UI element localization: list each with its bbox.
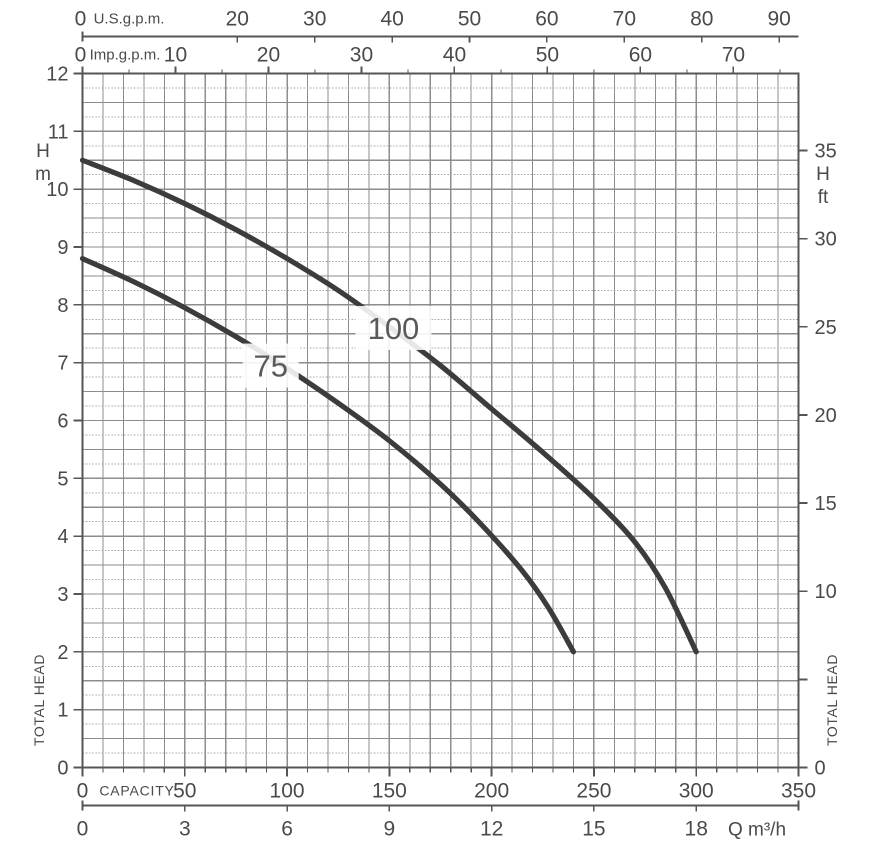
tick-label-us-30: 30 — [303, 8, 326, 31]
tick-label-right-10: 10 — [815, 581, 837, 603]
curve-label-backdrop-100 — [355, 305, 432, 350]
curve-100 — [79, 157, 699, 655]
tick-label-q-12: 12 — [480, 818, 503, 841]
tick-label-capacity-300: 300 — [679, 780, 714, 803]
tick-label-left-4: 4 — [57, 526, 68, 548]
right-axis-name-ft: ft — [818, 187, 829, 208]
tick-label-right-35: 35 — [815, 141, 837, 163]
tick-label-left-11: 11 — [48, 121, 69, 143]
tick-label-left-6: 6 — [57, 411, 68, 433]
tick-label-right-30: 30 — [815, 229, 837, 251]
axis-lines-and-ticks — [73, 31, 808, 812]
grid-dotted-lines — [82, 87, 799, 754]
tick-label-capacity-150: 150 — [372, 780, 407, 803]
tick-label-q-9: 9 — [384, 818, 396, 841]
tick-label-left-5: 5 — [57, 468, 68, 490]
tick-label-imp-50: 50 — [536, 44, 559, 67]
tick-label-right-20: 20 — [815, 405, 837, 427]
tick-label-capacity-0: 0 — [77, 780, 89, 803]
tick-label-us-70: 70 — [613, 8, 636, 31]
curve-label-100: 100 — [368, 311, 420, 346]
top-axis-us-name: U.S.g.p.m. — [94, 11, 165, 28]
tick-label-capacity-250: 250 — [576, 780, 611, 803]
tick-label-us-60: 60 — [535, 8, 558, 31]
tick-label-right-25: 25 — [815, 317, 837, 339]
tick-label-imp-30: 30 — [350, 44, 373, 67]
tick-label-left-10: 10 — [46, 179, 68, 201]
tick-label-us-20: 20 — [226, 8, 249, 31]
right-axis-total-head: TOTAL HEAD — [824, 654, 840, 746]
tick-label-us-90: 90 — [767, 8, 790, 31]
tick-label-capacity-350: 350 — [781, 780, 816, 803]
tick-label-imp-60: 60 — [629, 44, 652, 67]
curve-label-backdrop-75 — [242, 343, 299, 388]
tick-label-left-12: 12 — [46, 64, 68, 86]
grid-major-lines — [81, 72, 800, 769]
tick-label-left-0: 0 — [57, 758, 68, 780]
tick-label-capacity-50: 50 — [173, 780, 196, 803]
tick-label-left-2: 2 — [57, 642, 68, 664]
tick-label-imp-10: 10 — [164, 44, 187, 67]
tick-label-left-7: 7 — [57, 353, 68, 375]
bottom-axis-q-units: Q m³/h — [728, 820, 786, 841]
tick-label-us-80: 80 — [690, 8, 713, 31]
tick-label-us-40: 40 — [380, 8, 403, 31]
left-axis-name-m: m — [35, 164, 51, 185]
performance-curves — [79, 157, 699, 655]
tick-label-us-0: 0 — [75, 8, 87, 31]
right-axis-name-h: H — [816, 164, 830, 185]
left-axis-name-h: H — [36, 141, 50, 162]
tick-label-left-1: 1 — [57, 700, 68, 722]
tick-label-imp-0: 0 — [75, 44, 87, 67]
tick-label-us-50: 50 — [458, 8, 481, 31]
tick-label-q-3: 3 — [179, 818, 191, 841]
tick-label-right-0: 0 — [815, 758, 826, 780]
tick-label-capacity-100: 100 — [270, 780, 305, 803]
curve-labels: 100 75 — [242, 305, 432, 388]
tick-label-capacity-200: 200 — [474, 780, 509, 803]
tick-label-q-18: 18 — [685, 818, 708, 841]
bottom-axis-capacity-name: CAPACITY — [99, 783, 174, 799]
tick-label-q-15: 15 — [582, 818, 605, 841]
tick-label-left-3: 3 — [57, 584, 68, 606]
tick-label-left-9: 9 — [57, 237, 68, 259]
tick-label-q-6: 6 — [281, 818, 293, 841]
tick-label-right-15: 15 — [815, 493, 837, 515]
tick-label-imp-20: 20 — [257, 44, 280, 67]
top-axis-imp-name: Imp.g.p.m. — [90, 47, 161, 64]
axis-name-labels: Hm TOTAL HEAD Hft TOTAL HEAD CAPACITY Q m³/h I… — [31, 11, 840, 841]
tick-label-imp-70: 70 — [722, 44, 745, 67]
tick-label-imp-40: 40 — [443, 44, 466, 67]
tick-label-q-0: 0 — [77, 818, 89, 841]
curve-75 — [79, 255, 577, 655]
tick-label-left-8: 8 — [57, 295, 68, 317]
curve-label-75: 75 — [253, 349, 287, 384]
left-axis-total-head: TOTAL HEAD — [31, 654, 47, 746]
